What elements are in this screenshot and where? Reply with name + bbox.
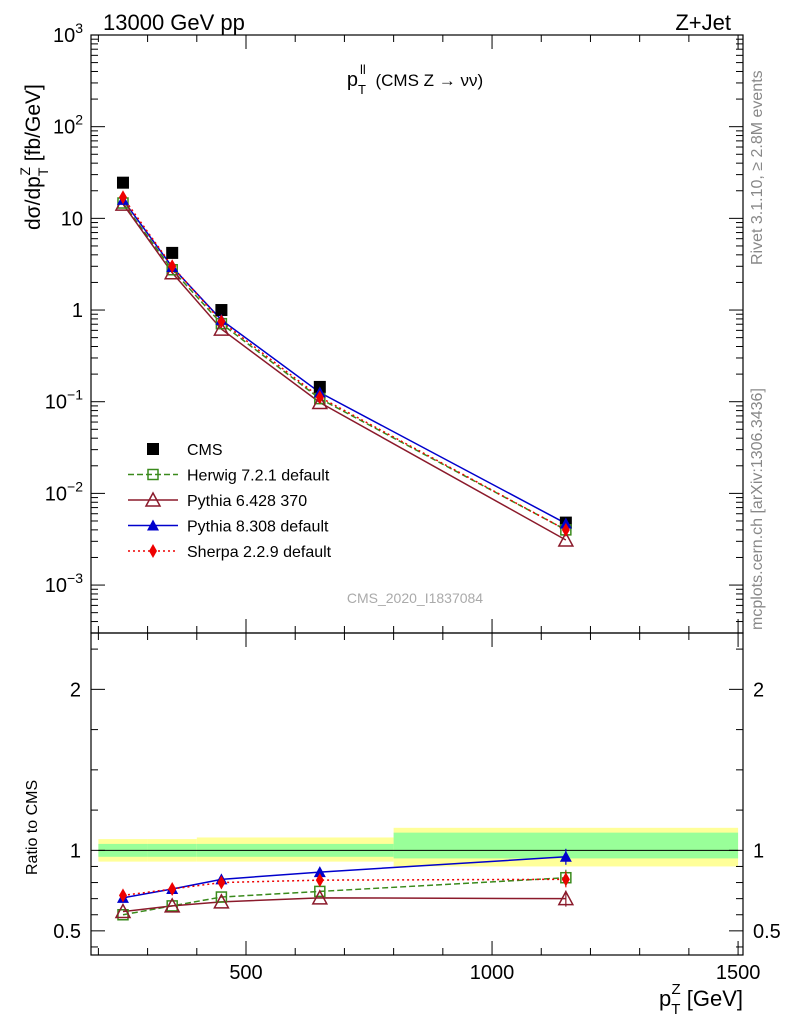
upper-y-tick-label: 1 (72, 300, 83, 322)
upper-pythia6-point (557, 531, 575, 547)
upper-y-axis-label: dσ/dpTZ [fb/GeV] (17, 84, 51, 230)
analysis-watermark: CMS_2020_I1837084 (347, 590, 483, 606)
upper-y-tick-label: 10 (61, 208, 83, 230)
upper-y-tick-label: 10−2 (45, 478, 83, 505)
legend-pythia8-marker (147, 519, 159, 531)
ratio-pythia6-point (213, 893, 230, 909)
ratio-y-tick-label-right: 2 (753, 679, 764, 701)
upper-pythia6-point (163, 264, 181, 280)
ratio-pythia6-line (122, 897, 566, 913)
axes-frames (90, 34, 744, 956)
legend-cms-marker (147, 443, 159, 455)
ratio-y-tick-label: 1 (70, 840, 81, 862)
legend-pythia6-marker (144, 491, 162, 507)
mcplots-url-label: mcplots.cern.ch [arXiv:1306.3436] (749, 388, 766, 630)
lower-panel-frame (90, 632, 744, 956)
ratio-pythia6-point (114, 902, 132, 919)
x-tick-label: 1500 (716, 962, 761, 984)
energy-label: 13000 GeV pp (103, 10, 245, 35)
ratio-sherpa-point (168, 881, 177, 896)
legend-sherpa-marker (149, 544, 157, 558)
ratio-y-tick-label-right: 1 (753, 840, 764, 862)
legend-pythia6-label: Pythia 6.428 370 (187, 493, 307, 510)
upper-y-tick-label: 102 (53, 112, 83, 139)
ratio-sherpa-point (118, 888, 127, 903)
legend-herwig-label: Herwig 7.2.1 default (187, 468, 330, 485)
ratio-y-tick-label: 0.5 (53, 921, 81, 943)
upper-sherpa-point (217, 314, 226, 329)
ratio-sherpa-point (217, 875, 226, 890)
ratio-pythia6-point (311, 889, 329, 905)
x-axis-label: pTZ [GeV] (659, 981, 743, 1018)
ratio-y-axis-label: Ratio to CMS (24, 780, 41, 875)
rivet-version-label: Rivet 3.1.10, ≥ 2.8M events (749, 70, 766, 265)
ratio-herwig-line (122, 876, 566, 916)
ratio-uncertainty-bands (98, 827, 739, 867)
x-tick-label: 500 (229, 962, 262, 984)
ratio-herwig-point (166, 900, 178, 912)
plot-title: pTll (CMS Z → νν) (347, 62, 483, 97)
series-markers (114, 176, 575, 921)
ratio-sherpa-point (315, 873, 324, 888)
upper-pythia6-point (213, 320, 230, 336)
upper-y-tick-label: 10−3 (45, 570, 83, 597)
ratio-y-tick-label: 2 (70, 679, 81, 701)
upper-sherpa-line (122, 196, 567, 531)
process-label: Z+Jet (675, 10, 731, 35)
legend-pythia8-label: Pythia 8.308 default (187, 519, 329, 536)
upper-cms-point (215, 304, 228, 317)
upper-pythia6-line (122, 203, 567, 541)
upper-cms-point (116, 176, 129, 189)
upper-sherpa-point (168, 259, 177, 274)
upper-y-tick-label: 103 (53, 20, 83, 47)
ratio-pythia6-point (163, 897, 181, 913)
ratio-pythia8-point (313, 866, 326, 878)
legend-herwig-marker (147, 468, 159, 481)
upper-sherpa-point (118, 190, 127, 205)
ratio-herwig-point (215, 891, 228, 903)
upper-sherpa-point (315, 390, 324, 405)
legend-sherpa-label: Sherpa 2.2.9 default (187, 544, 332, 561)
legend-cms-label: CMS (187, 442, 223, 459)
upper-cms-point (166, 246, 179, 259)
x-tick-label: 1000 (470, 962, 515, 984)
upper-sherpa-point (561, 522, 570, 537)
upper-y-tick-label: 10−1 (45, 387, 83, 414)
legend: CMS Herwig 7.2.1 default Pythia 6.428 370 P… (128, 442, 332, 561)
upper-pythia6-point (311, 393, 329, 410)
axis-ticks: 10−3 10−2 10−1 1 10 102 103 0.5 0.5 1 1 2 2 500 1000 15… (45, 20, 781, 984)
ratio-y-tick-label-right: 0.5 (753, 921, 781, 943)
